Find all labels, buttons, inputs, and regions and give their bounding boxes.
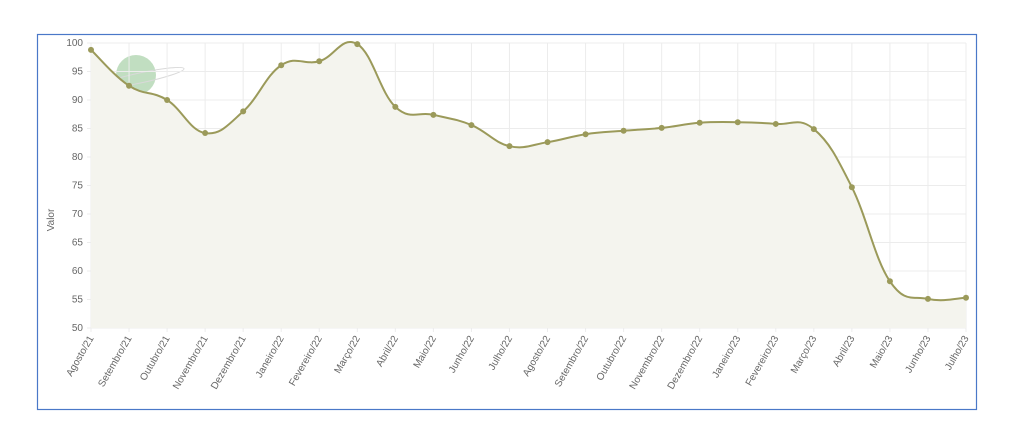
y-tick-label: 90	[72, 95, 84, 106]
y-tick-label: 60	[72, 266, 84, 277]
y-tick-label: 75	[72, 181, 84, 192]
point	[544, 139, 551, 146]
point	[620, 127, 627, 134]
y-tick-label: 95	[72, 67, 84, 78]
point	[392, 103, 399, 110]
point	[658, 124, 665, 131]
y-tick-label: 85	[72, 124, 84, 135]
point	[430, 111, 437, 118]
point	[126, 82, 133, 89]
point	[88, 46, 94, 53]
point	[468, 122, 475, 129]
area	[91, 41, 966, 328]
point	[810, 126, 817, 133]
point	[582, 131, 589, 138]
y-tick-label: 80	[72, 152, 84, 163]
point	[886, 278, 893, 285]
point	[354, 41, 361, 48]
point	[202, 130, 209, 137]
y-tick-label: 55	[72, 295, 84, 306]
point	[240, 108, 247, 115]
point	[772, 120, 779, 127]
y-tick-label: 50	[72, 323, 84, 334]
point	[316, 58, 323, 65]
y-tick-label: 70	[72, 209, 84, 220]
point	[963, 294, 969, 301]
point	[924, 295, 931, 302]
y-tick-label: 65	[72, 238, 84, 249]
point	[734, 119, 741, 126]
point	[164, 97, 171, 103]
point	[278, 62, 285, 69]
y-tick-label: 100	[66, 38, 83, 49]
point	[696, 119, 703, 126]
y-axis-label: Valor	[46, 208, 57, 231]
point	[506, 143, 513, 150]
point	[848, 184, 855, 191]
